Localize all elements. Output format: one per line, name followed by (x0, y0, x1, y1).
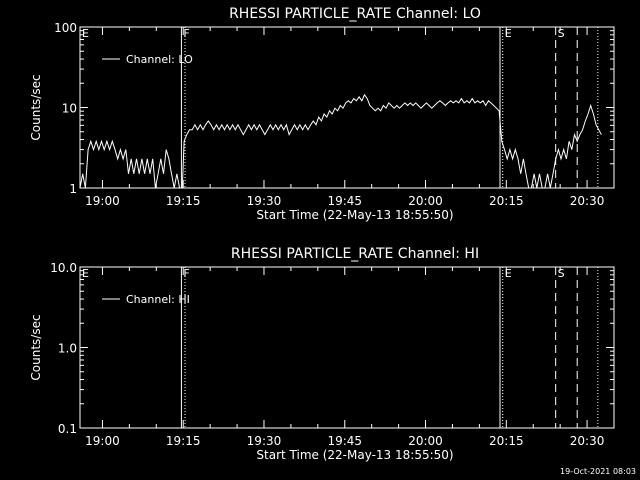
flag-label: E (505, 27, 512, 40)
flag-label: E (82, 267, 89, 280)
hi-channel-panel: RHESSI PARTICLE_RATE Channel: HI 19:00 19:… (29, 246, 615, 462)
x-tick-label: 20:15 (489, 434, 524, 448)
x-tick-label: 20:15 (489, 194, 524, 208)
y-tick-label: 1 (69, 182, 77, 196)
x-axis-label: Start Time (22-May-13 18:55:50) (256, 448, 453, 462)
flag-label: E (82, 27, 89, 40)
lo-channel-panel: RHESSI PARTICLE_RATE Channel: LO 19:00 19:… (29, 6, 615, 222)
y-axis-label: Counts/sec (29, 74, 43, 140)
series-line (79, 93, 602, 189)
flag-label: F (183, 267, 189, 280)
flag-label: E (505, 267, 512, 280)
legend-label: Channel: HI (126, 293, 190, 306)
flag-label: F (183, 27, 189, 40)
y-axis-label: Counts/sec (29, 314, 43, 380)
x-tick-label: 19:45 (327, 434, 362, 448)
plot-timestamp: 19-Oct-2021 08:03 (560, 467, 636, 476)
x-tick-label: 19:45 (327, 194, 362, 208)
x-tick-label: 20:30 (570, 434, 605, 448)
x-tick-label: 19:30 (247, 434, 282, 448)
x-axis-label: Start Time (22-May-13 18:55:50) (256, 208, 453, 222)
y-tick-label: 10 (62, 102, 77, 116)
y-tick-label: 100 (54, 21, 77, 35)
y-tick-label: 0.1 (58, 422, 77, 436)
x-tick-label: 19:00 (85, 194, 120, 208)
x-tick-label: 20:00 (408, 194, 443, 208)
flag-label: S (558, 267, 565, 280)
flag-label: S (558, 27, 565, 40)
x-tick-label: 20:30 (570, 194, 605, 208)
x-tick-label: 19:15 (166, 194, 201, 208)
chart-title: RHESSI PARTICLE_RATE Channel: HI (231, 246, 479, 262)
y-tick-label: 10.0 (50, 261, 77, 275)
x-tick-label: 20:00 (408, 434, 443, 448)
x-tick-label: 19:30 (247, 194, 282, 208)
y-tick-label: 1.0 (58, 342, 77, 356)
x-tick-label: 19:15 (166, 434, 201, 448)
legend-label: Channel: LO (126, 53, 193, 66)
chart-title: RHESSI PARTICLE_RATE Channel: LO (229, 6, 481, 22)
x-tick-label: 19:00 (85, 434, 120, 448)
